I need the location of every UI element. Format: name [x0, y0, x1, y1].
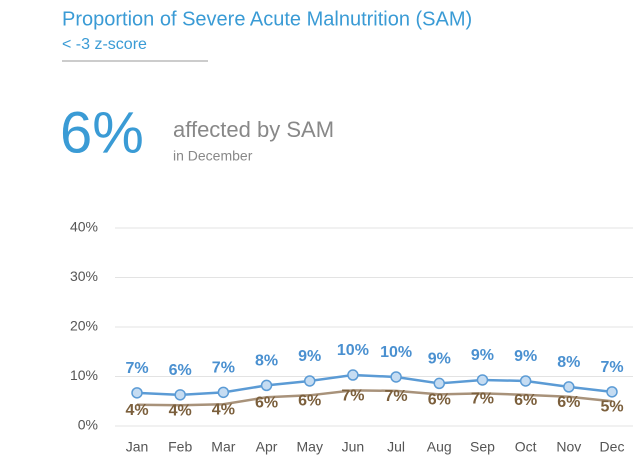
data-label: 7%: [471, 391, 494, 408]
series-line: [136, 389, 613, 407]
x-tick-label: Sep: [470, 439, 495, 455]
data-label: 7%: [125, 360, 148, 377]
title: Proportion of Severe Acute Malnutrition …: [62, 8, 472, 30]
data-label: 6%: [298, 393, 321, 410]
x-tick-label: Mar: [211, 439, 235, 455]
subtitle: < -3 z-score: [62, 36, 147, 53]
headline-note: in December: [173, 148, 253, 164]
y-tick-label: 20%: [70, 318, 98, 334]
data-label: 8%: [255, 353, 278, 370]
data-label: 7%: [212, 360, 235, 377]
data-label: 4%: [212, 401, 235, 418]
data-label: 6%: [557, 394, 580, 411]
point: [476, 374, 489, 386]
point: [563, 381, 575, 393]
data-label: 7%: [341, 388, 364, 405]
data-label: 6%: [169, 362, 192, 379]
data-label: 7%: [600, 359, 623, 376]
y-tick-label: 10%: [70, 367, 98, 383]
data-label: 9%: [298, 348, 321, 365]
x-tick-label: Jan: [126, 439, 149, 455]
data-label: 4%: [125, 402, 148, 419]
x-tick-label: May: [297, 439, 323, 455]
y-tick-label: 40%: [70, 219, 98, 235]
point: [606, 386, 618, 398]
headline: 6%: [60, 100, 144, 165]
x-tick-label: Jun: [342, 439, 365, 455]
point: [303, 375, 316, 387]
x-tick-label: Nov: [556, 439, 581, 455]
point: [390, 371, 402, 383]
data-label: 9%: [428, 351, 451, 368]
data-label: 5%: [600, 398, 623, 415]
x-tick-label: Oct: [515, 439, 537, 455]
point: [519, 375, 532, 387]
data-label: 9%: [514, 348, 537, 365]
series-line: [136, 373, 613, 397]
point: [174, 389, 186, 401]
data-label: 6%: [255, 395, 278, 412]
point: [217, 386, 230, 399]
point: [433, 377, 446, 390]
point: [131, 387, 143, 399]
x-tick-label: Jul: [387, 439, 405, 455]
x-tick-label: Apr: [256, 439, 278, 455]
x-tick-label: Dec: [600, 439, 625, 455]
data-label: 6%: [428, 392, 451, 409]
data-label: 10%: [337, 342, 369, 359]
data-label: 8%: [557, 354, 580, 371]
y-tick-label: 30%: [70, 268, 98, 284]
headline-label: affected by SAM: [173, 117, 334, 142]
point: [347, 369, 359, 381]
point: [260, 379, 273, 392]
x-tick-label: Aug: [427, 439, 452, 455]
x-tick-label: Feb: [168, 439, 192, 455]
data-label: 4%: [169, 402, 192, 419]
data-label: 6%: [514, 392, 537, 409]
y-tick-label: 0%: [78, 417, 98, 433]
data-label: 10%: [380, 344, 412, 361]
data-label: 7%: [385, 388, 408, 405]
data-label: 9%: [471, 347, 494, 364]
